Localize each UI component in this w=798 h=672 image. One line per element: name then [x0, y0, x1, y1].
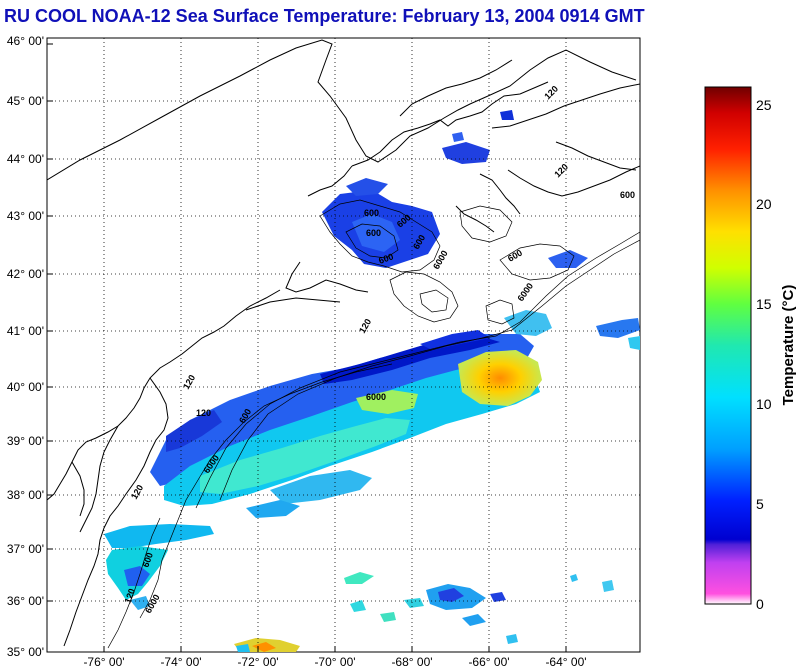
map-title: RU COOL NOAA-12 Sea Surface Temperature:… [4, 6, 645, 26]
lon-label: -74° 00' [160, 655, 201, 669]
lat-label: 46° 00' [7, 34, 44, 48]
sst-field [104, 110, 640, 652]
isobath-label: 600 [366, 228, 381, 238]
isobath-label: 6000 [366, 392, 386, 402]
lat-label: 39° 00' [7, 434, 44, 448]
lat-label: 36° 00' [7, 594, 44, 608]
colorbar-tick: 0 [756, 596, 764, 612]
lat-label: 44° 00' [7, 152, 44, 166]
isobath-label: 600 [140, 551, 155, 569]
lon-label: -64° 00' [545, 655, 586, 669]
colorbar-tick: 25 [756, 97, 772, 113]
lat-label: 43° 00' [7, 209, 44, 223]
isobaths [107, 199, 640, 649]
latitude-labels: 46° 00' 45° 00' 44° 00' 43° 00' 42° 00' … [7, 34, 44, 659]
isobath-label: 600 [364, 208, 379, 218]
lat-label: 45° 00' [7, 94, 44, 108]
colorbar-tick: 5 [756, 496, 764, 512]
isobath-label: 600 [377, 251, 395, 266]
lon-label: -66° 00' [468, 655, 509, 669]
lon-label: -76° 00' [83, 655, 124, 669]
lon-label: -70° 00' [314, 655, 355, 669]
isobath-label: 120 [122, 587, 137, 605]
colorbar-tick: 15 [756, 296, 772, 312]
lat-label: 41° 00' [7, 324, 44, 338]
longitude-labels: -76° 00' -74° 00' -72° 00' -70° 00' -68°… [83, 655, 586, 669]
colorbar: 25 20 15 10 5 0 Temperature (°C) [704, 86, 797, 612]
isobath-label: 120 [196, 408, 211, 418]
lon-label: -68° 00' [391, 655, 432, 669]
lat-label: 35° 00' [7, 645, 44, 659]
lat-label: 40° 00' [7, 380, 44, 394]
grid-lines [47, 38, 640, 652]
axis-ticks [47, 43, 567, 652]
colorbar-tick: 10 [756, 396, 772, 412]
colorbar-gradient [704, 86, 752, 605]
isobath-label: 600 [620, 190, 635, 200]
lat-label: 42° 00' [7, 267, 44, 281]
lon-label: -72° 00' [237, 655, 278, 669]
lat-label: 37° 00' [7, 542, 44, 556]
colorbar-label: Temperature (°C) [780, 285, 797, 406]
lat-label: 38° 00' [7, 488, 44, 502]
colorbar-tick: 20 [756, 196, 772, 212]
